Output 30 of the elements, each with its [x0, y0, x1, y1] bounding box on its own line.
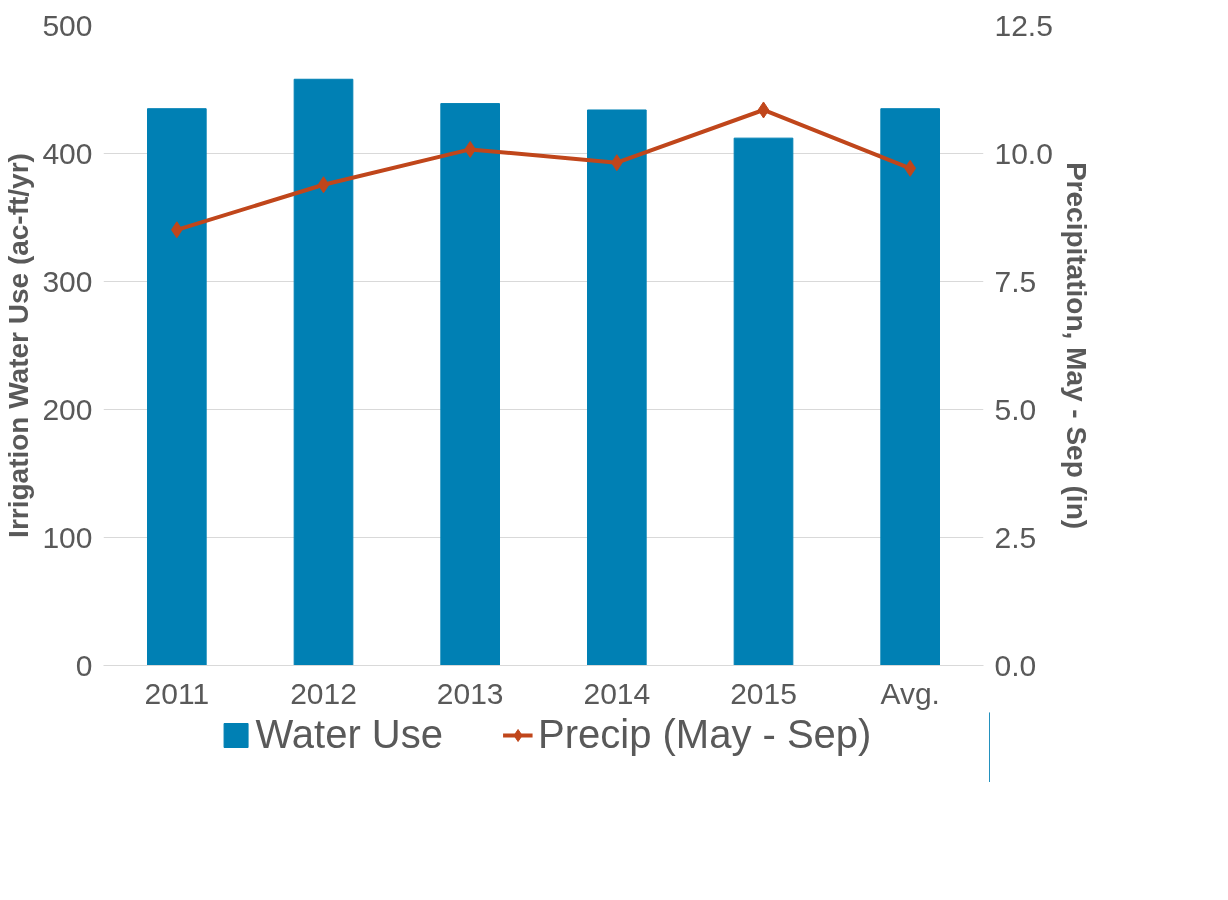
y-tick-label: 200 — [42, 392, 93, 426]
bar — [147, 108, 207, 666]
y-tick-label: 500 — [42, 8, 93, 42]
legend-label: Precip (May - Sep) — [538, 712, 872, 757]
y2-tick-label: 12.5 — [994, 8, 1053, 42]
x-tick-label: 2012 — [290, 676, 357, 710]
y2-axis-title: Precipitation, May - Sep (in) — [1060, 161, 1092, 530]
legend-label: Water Use — [255, 712, 444, 757]
y2-tick-label: 7.5 — [994, 264, 1037, 298]
point — [317, 176, 330, 194]
y2-tick-label: 5.0 — [994, 392, 1037, 426]
y-axis-title: Irrigation Water Use (ac-ft/yr) — [3, 153, 35, 538]
x-tick-label: 2011 — [144, 676, 210, 710]
bar — [733, 137, 794, 666]
x-tick-label: 2015 — [730, 676, 797, 710]
x-tick-label: 2014 — [583, 676, 651, 710]
y-tick-label: 0 — [75, 648, 93, 682]
y2-tick-label: 2.5 — [994, 520, 1037, 554]
bar — [293, 78, 354, 666]
x-tick-label: Avg. — [880, 676, 940, 710]
point — [757, 101, 770, 119]
y-tick-label: 300 — [42, 264, 93, 298]
bar — [880, 108, 940, 666]
y-tick-label: 100 — [42, 520, 93, 554]
y2-tick-label: 0.0 — [994, 648, 1037, 682]
bar — [587, 109, 647, 666]
x-tick-label: 2013 — [436, 676, 504, 710]
bar — [440, 103, 500, 666]
y-tick-label: 400 — [42, 136, 93, 170]
y2-tick-label: 10.0 — [994, 136, 1053, 170]
